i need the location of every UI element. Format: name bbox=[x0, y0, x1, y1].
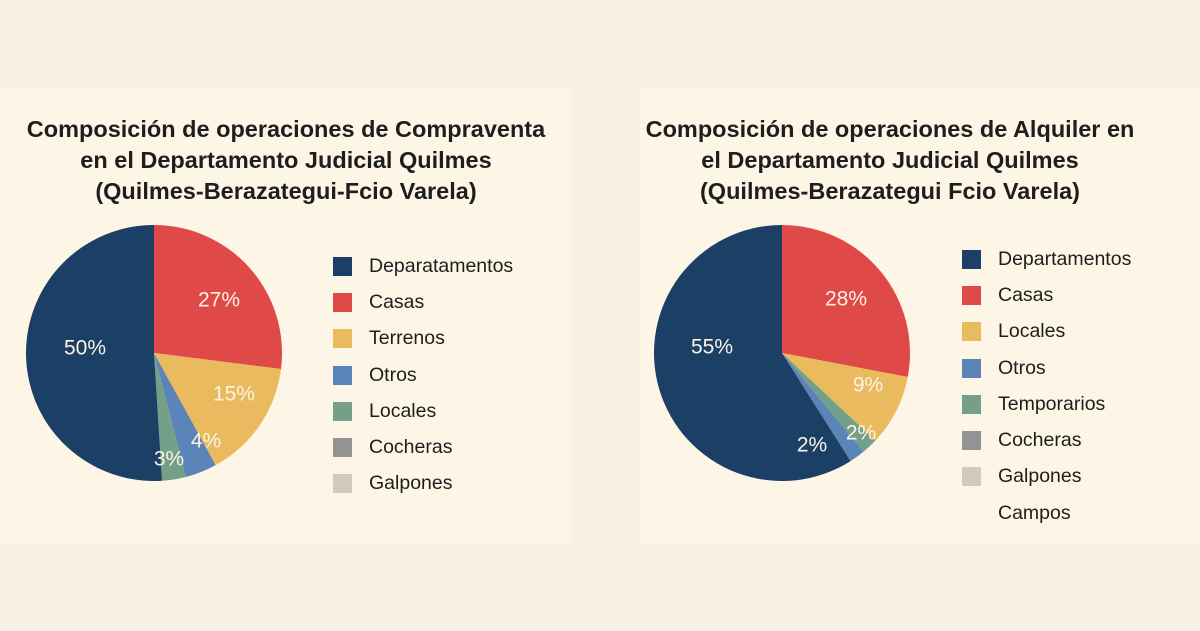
legend-label: Cocheras bbox=[998, 429, 1082, 452]
legend-swatch bbox=[333, 401, 352, 421]
legend-label: Temporarios bbox=[998, 392, 1106, 415]
legend-item: Casas bbox=[333, 284, 513, 320]
legend-item: Otros bbox=[962, 350, 1131, 386]
legend-swatch bbox=[962, 249, 981, 269]
legend-item: Galpones bbox=[333, 466, 513, 502]
slice-label: 15% bbox=[213, 383, 255, 406]
legend-item: Cocheras bbox=[333, 429, 513, 465]
pie-slice-otros bbox=[782, 353, 864, 462]
slice-label: 55% bbox=[691, 336, 733, 359]
slice-label: 3% bbox=[154, 448, 184, 471]
legend-swatch bbox=[333, 292, 352, 312]
slice-label: 50% bbox=[64, 337, 106, 360]
chart-title: Composición de operaciones de Compravent… bbox=[0, 114, 572, 207]
title-line: Composición de operaciones de Compravent… bbox=[26, 116, 546, 142]
compraventa-chart-panel: Composición de operaciones de Compravent… bbox=[0, 88, 572, 545]
legend-label: Locales bbox=[369, 399, 437, 422]
legend-item: Temporarios bbox=[962, 386, 1131, 422]
title-line: (Quilmes-Berazategui-Fcio Varela) bbox=[95, 178, 477, 204]
legend-label: Casas bbox=[369, 290, 425, 313]
legend-label: Otros bbox=[998, 356, 1046, 379]
legend-swatch bbox=[962, 394, 981, 414]
pie-slice-locales bbox=[154, 353, 186, 481]
slice-label: 2% bbox=[846, 422, 876, 445]
legend-item: Campos bbox=[962, 495, 1131, 531]
legend-label: Otros bbox=[369, 363, 417, 386]
legend-label: Galpones bbox=[998, 465, 1082, 488]
legend-swatch bbox=[962, 467, 981, 487]
legend-item: Locales bbox=[962, 314, 1131, 350]
legend-swatch bbox=[333, 256, 352, 276]
legend-swatch bbox=[962, 285, 981, 305]
legend-label: Departamentos bbox=[998, 247, 1132, 270]
title-line: Composición de operaciones de Alquiler e… bbox=[645, 116, 1135, 142]
alquiler-chart-panel: Composición de operaciones de Alquiler e… bbox=[640, 88, 1200, 545]
slice-label: 27% bbox=[198, 289, 240, 312]
legend-swatch bbox=[333, 474, 352, 494]
slice-label: 28% bbox=[825, 288, 867, 311]
legend-swatch bbox=[962, 322, 981, 342]
pie-slice-terrenos bbox=[154, 353, 281, 466]
legend-item: Otros bbox=[333, 357, 513, 393]
legend-swatch bbox=[962, 504, 981, 523]
legend-item: Deparatamentos bbox=[333, 248, 513, 284]
legend-label: Deparatamentos bbox=[369, 254, 514, 277]
title-line: (Quilmes-Berazategui Fcio Varela) bbox=[699, 178, 1081, 204]
chart-title: Composición de operaciones de Alquiler e… bbox=[640, 114, 1140, 207]
legend-item: Cocheras bbox=[962, 422, 1131, 458]
pie-chart: 27% 15% 4% 3% 50% bbox=[26, 225, 283, 481]
legend-swatch bbox=[333, 365, 352, 385]
legend-item: Departamentos bbox=[962, 241, 1131, 277]
pie-slice-otros bbox=[154, 353, 216, 477]
legend-item: Locales bbox=[333, 393, 513, 429]
pie-slice-deparatamentos bbox=[26, 225, 163, 481]
slice-label: 2% bbox=[797, 434, 827, 457]
pie-chart: 28% 9% 2% 2% 55% bbox=[654, 225, 910, 481]
legend-label: Locales bbox=[998, 320, 1066, 343]
legend-swatch bbox=[962, 358, 981, 378]
pie-slice-locales bbox=[782, 353, 908, 441]
title-line: en el Departamento Judicial Quilmes bbox=[80, 147, 492, 173]
legend-swatch bbox=[333, 329, 352, 349]
pie-slice-departamentos bbox=[654, 225, 851, 481]
slice-label: 4% bbox=[191, 430, 221, 453]
pie-slice-temporarios bbox=[782, 353, 876, 452]
legend-item: Galpones bbox=[962, 459, 1131, 495]
legend-label: Terrenos bbox=[369, 327, 445, 350]
legend-swatch bbox=[333, 438, 352, 458]
legend: Departamentos Casas Locales Otros Temporario… bbox=[962, 241, 1131, 531]
legend-item: Terrenos bbox=[333, 321, 513, 357]
legend-swatch bbox=[962, 431, 981, 451]
slice-label: 9% bbox=[853, 374, 883, 397]
legend-label: Casas bbox=[998, 283, 1054, 306]
legend-label: Campos bbox=[998, 501, 1071, 524]
legend-item: Casas bbox=[962, 277, 1131, 313]
legend: Deparatamentos Casas Terrenos Otros Locales C… bbox=[333, 248, 513, 502]
pie-slice-casas bbox=[782, 225, 910, 377]
pie-slice-casas bbox=[154, 225, 283, 370]
legend-label: Cocheras bbox=[369, 436, 453, 459]
legend-label: Galpones bbox=[369, 472, 453, 495]
title-line: el Departamento Judicial Quilmes bbox=[701, 147, 1079, 173]
